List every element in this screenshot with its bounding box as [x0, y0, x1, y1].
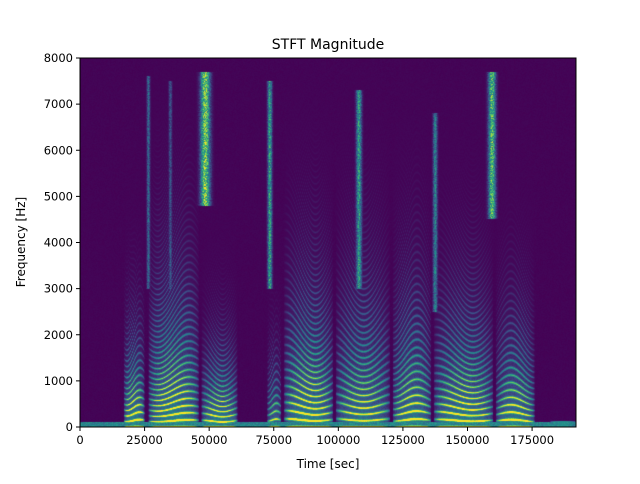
y-tick-label: 1000	[44, 374, 73, 388]
x-tick-label: 75000	[255, 433, 292, 447]
x-axis-label: Time [sec]	[296, 457, 360, 471]
y-tick-label: 0	[66, 420, 73, 434]
y-tick-label: 3000	[44, 282, 73, 296]
x-tick-label: 125000	[381, 433, 425, 447]
y-tick-label: 6000	[44, 143, 73, 157]
heatmap-container	[80, 58, 576, 427]
y-tick-label: 2000	[44, 328, 73, 342]
y-tick-label: 5000	[44, 189, 73, 203]
chart-title: STFT Magnitude	[272, 37, 384, 53]
y-axis-label: Frequency [Hz]	[14, 197, 28, 288]
x-tick-label: 100000	[316, 433, 360, 447]
x-tick-label: 175000	[510, 433, 554, 447]
y-tick-label: 7000	[44, 97, 73, 111]
x-tick-label: 50000	[191, 433, 228, 447]
x-axis: 0 25000 50000 75000 100000 125000 150000 175000	[76, 427, 554, 447]
x-tick-label: 25000	[126, 433, 163, 447]
y-tick-label: 4000	[44, 236, 73, 250]
x-tick-label: 150000	[446, 433, 490, 447]
spectrogram-heatmap	[80, 58, 576, 427]
plot-area	[79, 57, 577, 428]
y-axis: 0 1000 2000 3000 4000 5000 6000 7000 8000	[44, 51, 80, 434]
x-tick-label: 0	[76, 433, 83, 447]
y-tick-label: 8000	[44, 51, 73, 65]
